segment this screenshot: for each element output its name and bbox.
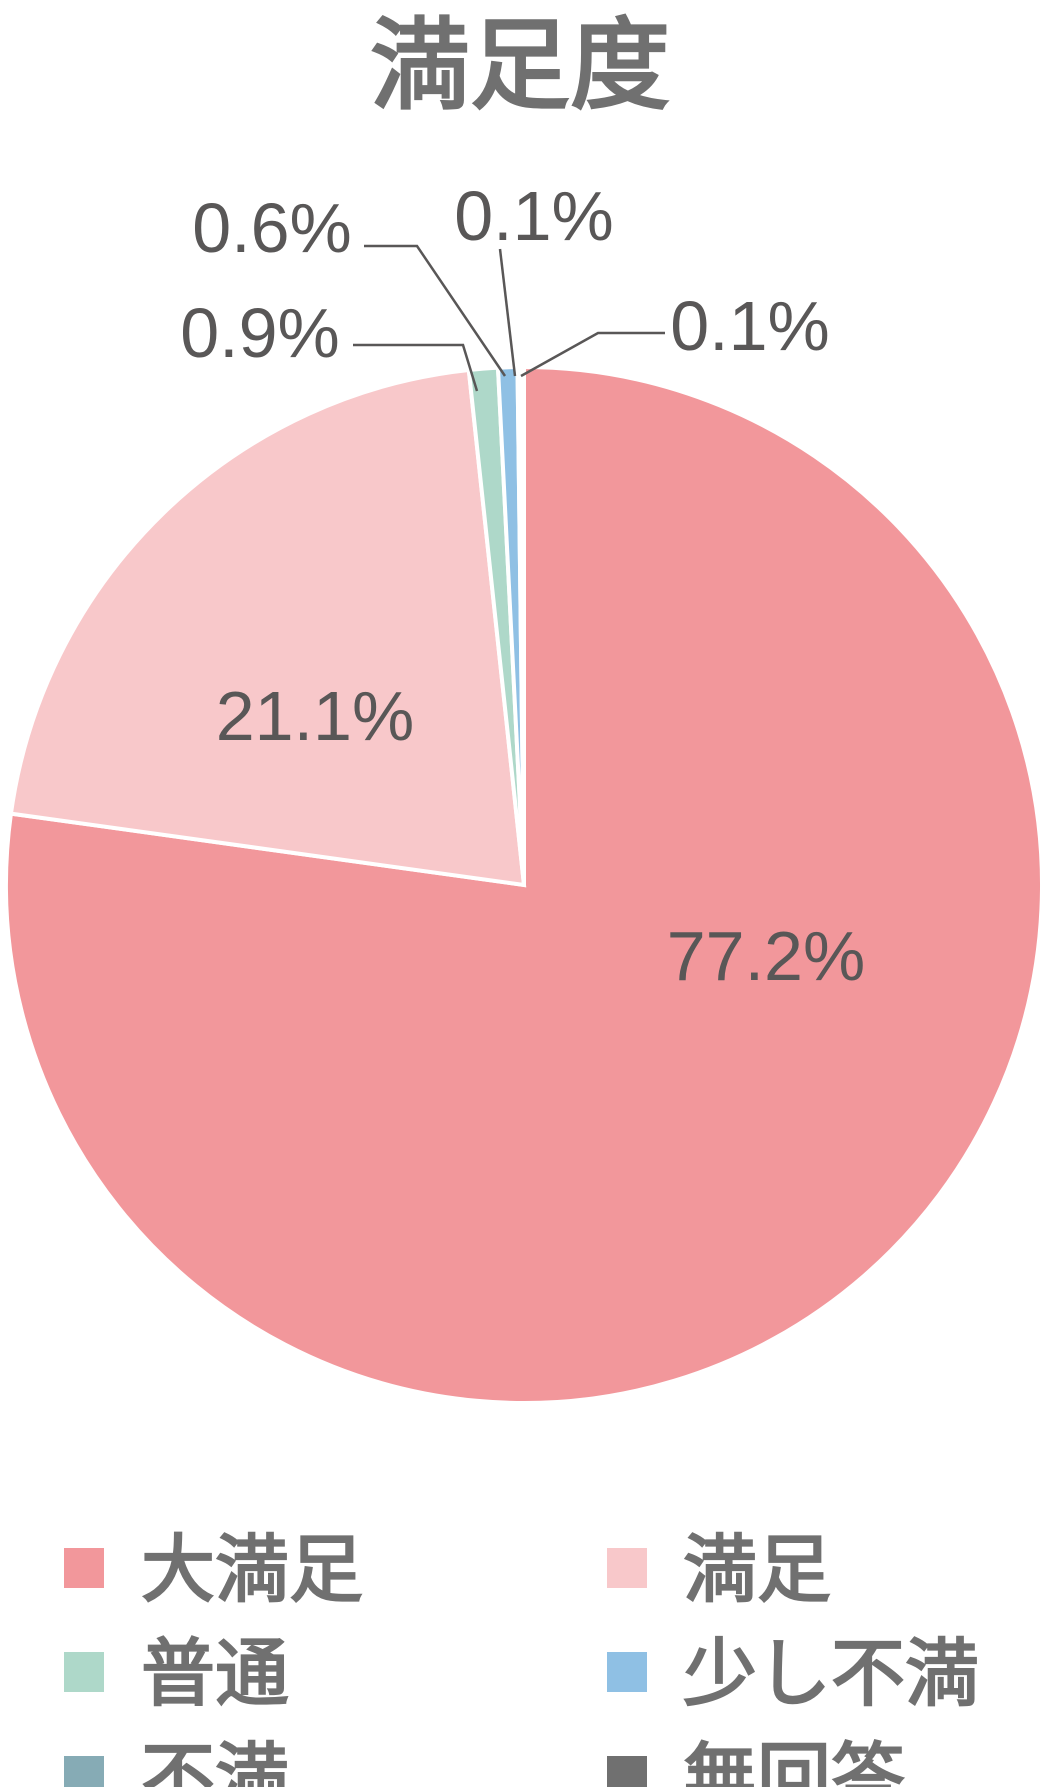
data-label-普通: 0.9%	[180, 294, 340, 372]
data-label-無回答: 0.1%	[670, 287, 830, 365]
pie-slice-無回答	[518, 364, 526, 886]
leader-line-無回答	[520, 331, 665, 378]
legend-label-不満: 不満	[141, 1735, 289, 1787]
legend: 大満足 満足 普通 少し不満 不満 無回答	[64, 1527, 979, 1787]
data-label-不満: 0.1%	[454, 177, 614, 255]
legend-label-少し不満: 少し不満	[683, 1631, 979, 1717]
pie-slice-満足	[8, 367, 527, 888]
data-label-大満足: 77.2%	[667, 917, 865, 995]
legend-swatch-無回答	[607, 1756, 647, 1787]
legend-label-普通: 普通	[141, 1631, 289, 1717]
legend-label-無回答: 無回答	[683, 1735, 906, 1787]
leader-line-普通	[353, 343, 479, 392]
legend-swatch-少し不満	[607, 1652, 647, 1692]
chart-title: 満足度	[370, 7, 670, 124]
data-label-少し不満: 0.6%	[192, 189, 352, 267]
legend-swatch-満足	[607, 1548, 647, 1588]
legend-label-大満足: 大満足	[141, 1527, 363, 1613]
legend-swatch-不満	[64, 1756, 104, 1787]
legend-swatch-大満足	[64, 1548, 104, 1588]
legend-swatch-普通	[64, 1652, 104, 1692]
legend-label-満足: 満足	[683, 1527, 831, 1613]
data-label-満足: 21.1%	[216, 677, 414, 755]
leader-line-少し不満	[364, 244, 507, 377]
leader-line-不満	[498, 248, 517, 377]
